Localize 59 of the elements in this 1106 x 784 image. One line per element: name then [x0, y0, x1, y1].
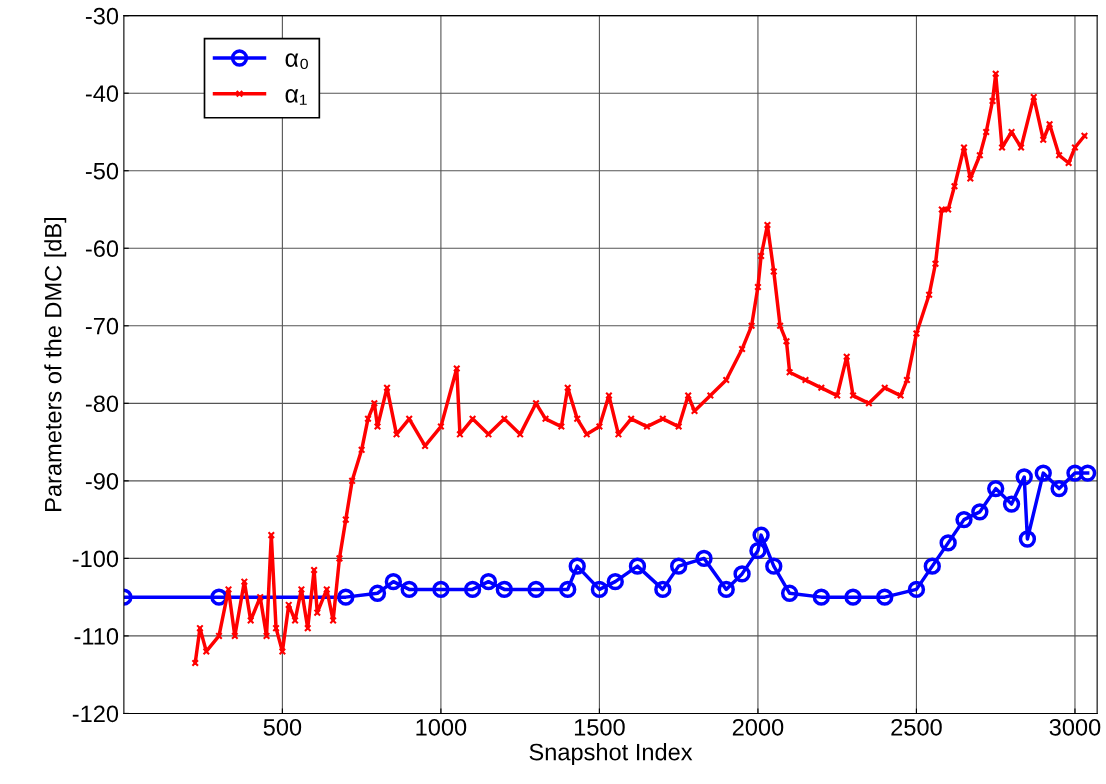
y-tick-label: -100 — [72, 550, 119, 568]
point — [432, 580, 450, 599]
x-axis-title: Snapshot Index — [529, 743, 693, 766]
x-tick-label: 2000 — [732, 718, 784, 736]
legend-label: α₁ — [285, 89, 307, 105]
point — [527, 580, 545, 599]
y-tick-label: -40 — [85, 85, 119, 102]
point — [812, 588, 831, 606]
y-tick-label: -50 — [85, 162, 119, 180]
point — [559, 580, 577, 599]
point — [987, 479, 1005, 498]
point — [923, 557, 941, 575]
y-tick-label: -60 — [85, 240, 119, 258]
point — [479, 572, 498, 591]
y-tick-label: -90 — [85, 472, 119, 490]
point — [669, 557, 688, 575]
x-tick-label: 1500 — [574, 718, 625, 736]
point — [400, 580, 418, 599]
x-tick-label: 2500 — [891, 718, 942, 736]
point — [590, 580, 609, 599]
point — [844, 588, 862, 606]
legend-label: α₀ — [285, 53, 308, 70]
x-tick-label: 1000 — [416, 718, 467, 736]
y-axis-title: Parameters of the DMC [dB] — [44, 217, 67, 511]
point — [1002, 495, 1021, 513]
point — [384, 572, 403, 591]
point — [463, 580, 482, 599]
x-tick-label: 500 — [263, 718, 302, 736]
point — [1066, 464, 1084, 482]
point — [955, 510, 973, 529]
point — [654, 580, 672, 599]
point — [337, 588, 355, 606]
point — [628, 557, 647, 575]
point — [1078, 464, 1097, 482]
point — [1018, 530, 1037, 548]
x-tick-label: 3000 — [1049, 718, 1101, 736]
point — [749, 541, 767, 560]
y-tick-label: -30 — [85, 7, 119, 25]
point — [780, 584, 799, 602]
point — [971, 503, 989, 521]
point — [765, 557, 783, 575]
point — [695, 549, 713, 568]
y-tick-label: -70 — [85, 317, 119, 335]
point — [1015, 468, 1033, 486]
point — [876, 588, 894, 606]
point — [368, 584, 387, 602]
y-tick-label: -110 — [74, 627, 119, 645]
point — [752, 526, 770, 544]
point — [1034, 464, 1052, 482]
point — [717, 580, 735, 599]
point — [733, 565, 751, 583]
point — [1050, 479, 1068, 498]
y-tick-label: -80 — [85, 395, 119, 413]
point — [939, 534, 957, 552]
point — [568, 557, 586, 575]
point — [606, 572, 624, 591]
point — [907, 580, 926, 599]
point — [495, 580, 513, 599]
y-tick-label: -120 — [72, 705, 119, 723]
